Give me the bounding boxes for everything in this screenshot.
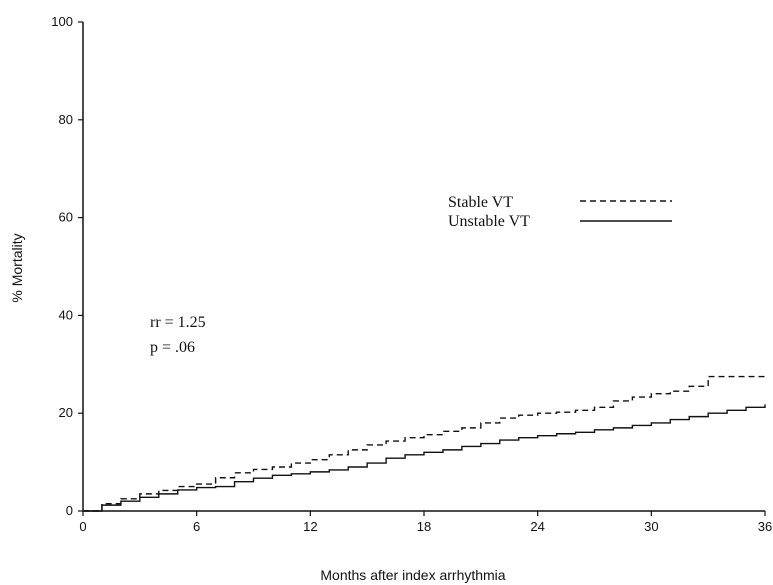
series-layer <box>83 375 766 512</box>
ticks: 0 20 40 60 80 100 0 6 12 18 24 30 36 <box>51 14 772 534</box>
y-tick-label: 100 <box>51 14 73 29</box>
annotation-p: p = .06 <box>150 339 195 356</box>
legend-label-stable-vt: Stable VT <box>448 194 513 211</box>
x-tick-label: 0 <box>79 519 86 534</box>
y-tick-label: 60 <box>59 210 73 225</box>
stats-annotation: rr = 1.25 p = .06 <box>150 314 206 356</box>
x-tick-label: 12 <box>303 519 317 534</box>
x-tick-label: 24 <box>530 519 544 534</box>
x-tick-label: 30 <box>644 519 658 534</box>
x-tick-label: 36 <box>758 519 772 534</box>
y-tick-label: 40 <box>59 307 73 322</box>
series-line-stable-vt <box>83 375 765 512</box>
x-tick-label: 18 <box>417 519 431 534</box>
legend-label-unstable-vt: Unstable VT <box>448 213 530 230</box>
y-tick-label: 0 <box>66 503 73 518</box>
legend: Stable VT Unstable VT <box>448 194 672 230</box>
y-tick-label: 20 <box>59 405 73 420</box>
y-tick-label: 80 <box>59 112 73 127</box>
x-axis-title: Months after index arrhythmia <box>320 567 505 583</box>
x-tick-label: 6 <box>193 519 200 534</box>
series-line-unstable-vt <box>83 404 766 512</box>
y-axis-title: % Mortality <box>9 233 25 302</box>
annotation-rr: rr = 1.25 <box>150 314 206 331</box>
